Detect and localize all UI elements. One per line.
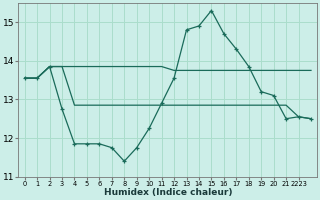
X-axis label: Humidex (Indice chaleur): Humidex (Indice chaleur) bbox=[104, 188, 232, 197]
